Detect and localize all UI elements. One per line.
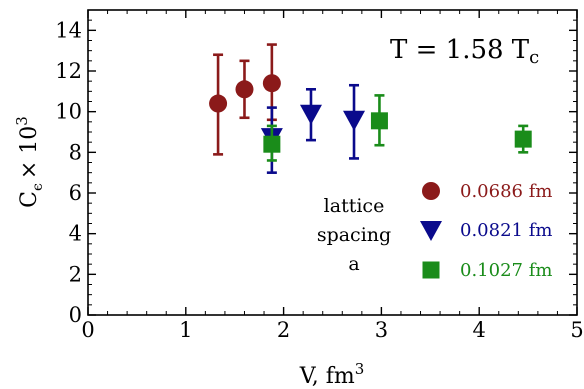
y-tick-label: 4 (69, 222, 82, 246)
y-tick-label: 14 (55, 18, 82, 42)
y-tick-label: 6 (69, 181, 82, 205)
x-tick-label: 4 (473, 318, 486, 342)
legend: 0.0686 fm 0.0821 fm 0.1027 fm (420, 181, 552, 281)
series-layer (209, 43, 532, 174)
data-point (370, 112, 388, 130)
x-tick-label: 5 (570, 318, 583, 342)
y-axis-label: Cϵ× 103 (13, 116, 46, 208)
x-axis-label: V, fm3 (299, 360, 365, 389)
data-point (235, 80, 254, 99)
data-point (299, 104, 322, 125)
legend-title-line-2: spacing (317, 224, 391, 246)
data-point (209, 94, 228, 113)
series-1 (209, 43, 281, 156)
temperature-annotation: T = 1.58 Tc (390, 35, 539, 68)
data-point (343, 110, 366, 131)
y-tick-label: 12 (55, 59, 82, 83)
legend-marker-1 (422, 182, 440, 200)
y-tick-label: 0 (69, 303, 82, 327)
legend-label-1: 0.0686 fm (460, 181, 552, 202)
series-3 (263, 94, 532, 162)
legend-marker-2 (420, 221, 442, 241)
legend-title-line-1: lattice (324, 195, 385, 217)
y-tick-label: 2 (69, 262, 82, 286)
legend-title-line-3: a (348, 253, 359, 275)
x-tick-label: 3 (375, 318, 388, 342)
legend-label-3: 0.1027 fm (460, 260, 552, 281)
data-point (262, 74, 281, 93)
y-tick-label: 10 (55, 100, 82, 124)
data-point (514, 130, 532, 148)
x-tick-label: 0 (81, 318, 94, 342)
legend-label-2: 0.0821 fm (460, 220, 552, 241)
ticks (87, 9, 578, 316)
data-point (263, 135, 281, 153)
y-tick-label: 8 (69, 140, 82, 164)
x-tick-label: 2 (277, 318, 290, 342)
x-tick-label: 1 (179, 318, 192, 342)
legend-marker-3 (422, 261, 440, 279)
